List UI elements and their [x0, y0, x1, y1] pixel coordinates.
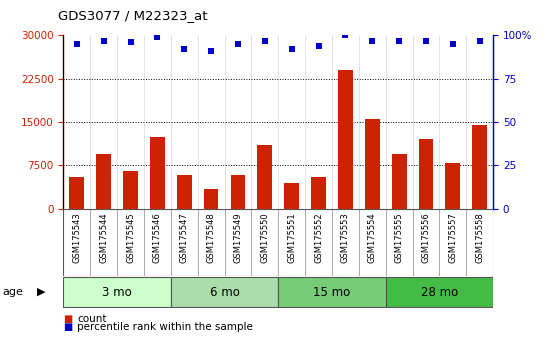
Point	[72, 41, 81, 47]
Text: ■: ■	[63, 322, 73, 332]
FancyBboxPatch shape	[386, 277, 493, 307]
Point	[99, 38, 108, 44]
Text: GSM175548: GSM175548	[207, 212, 215, 263]
Point	[234, 41, 242, 47]
Bar	[96, 154, 111, 209]
Bar	[204, 189, 219, 209]
Text: 6 mo: 6 mo	[209, 286, 240, 298]
Text: GSM175545: GSM175545	[126, 212, 135, 263]
Text: GDS3077 / M22323_at: GDS3077 / M22323_at	[58, 9, 207, 22]
Point	[126, 40, 135, 45]
Text: GSM175551: GSM175551	[287, 212, 296, 263]
Text: GSM175547: GSM175547	[180, 212, 189, 263]
Text: 28 mo: 28 mo	[421, 286, 458, 298]
Point	[341, 33, 350, 38]
Bar	[472, 125, 487, 209]
Text: GSM175556: GSM175556	[422, 212, 430, 263]
Bar	[69, 177, 84, 209]
Point	[261, 38, 269, 44]
Point	[476, 38, 484, 44]
Text: GSM175550: GSM175550	[260, 212, 269, 263]
Point	[207, 48, 215, 54]
Text: age: age	[3, 287, 24, 297]
Text: GSM175552: GSM175552	[314, 212, 323, 263]
Bar	[311, 177, 326, 209]
Point	[422, 38, 430, 44]
Text: ■: ■	[63, 314, 73, 324]
Text: GSM175543: GSM175543	[72, 212, 82, 263]
Bar	[392, 154, 407, 209]
Text: percentile rank within the sample: percentile rank within the sample	[77, 322, 253, 332]
Text: GSM175557: GSM175557	[449, 212, 457, 263]
Bar	[445, 162, 460, 209]
Bar	[123, 171, 138, 209]
Text: GSM175544: GSM175544	[99, 212, 108, 263]
Bar	[338, 70, 353, 209]
FancyBboxPatch shape	[278, 277, 386, 307]
Bar	[257, 145, 272, 209]
Text: 15 mo: 15 mo	[314, 286, 350, 298]
Bar	[230, 175, 245, 209]
Text: GSM175546: GSM175546	[153, 212, 162, 263]
Point	[449, 41, 457, 47]
Bar	[150, 137, 165, 209]
Text: GSM175554: GSM175554	[368, 212, 377, 263]
Text: ▶: ▶	[37, 287, 46, 297]
Text: count: count	[77, 314, 107, 324]
Text: 3 mo: 3 mo	[102, 286, 132, 298]
Text: GSM175549: GSM175549	[234, 212, 242, 263]
Text: GSM175555: GSM175555	[395, 212, 404, 263]
Point	[368, 38, 377, 44]
FancyBboxPatch shape	[171, 277, 278, 307]
Text: GSM175558: GSM175558	[475, 212, 484, 263]
Text: GSM175553: GSM175553	[341, 212, 350, 263]
Bar	[365, 119, 380, 209]
Bar	[284, 183, 299, 209]
Point	[395, 38, 403, 44]
Bar	[177, 175, 192, 209]
Point	[180, 46, 188, 52]
Point	[153, 34, 162, 40]
FancyBboxPatch shape	[63, 277, 171, 307]
Point	[314, 43, 323, 48]
Bar	[419, 139, 434, 209]
Point	[287, 46, 296, 52]
